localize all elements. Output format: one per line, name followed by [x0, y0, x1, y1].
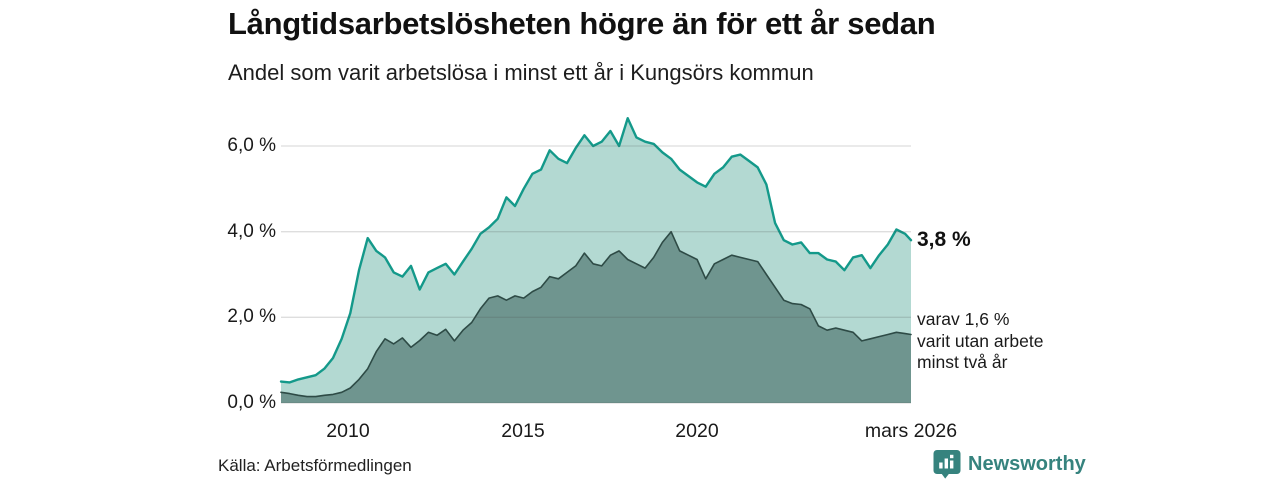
- chart-title: Långtidsarbetslösheten högre än för ett …: [228, 6, 936, 41]
- newsworthy-brand: Newsworthy: [933, 449, 1086, 480]
- annotation-line: varav 1,6 %: [917, 309, 1010, 329]
- series-end-value-label: 3,8 %: [917, 228, 971, 251]
- y-axis-tick-label: 4,0 %: [227, 221, 276, 242]
- x-axis-tick-label: mars 2026: [864, 420, 958, 442]
- x-axis-tick-label: 2010: [326, 420, 370, 442]
- chart-subtitle: Andel som varit arbetslösa i minst ett å…: [228, 60, 814, 85]
- x-axis-tick-label: 2020: [675, 420, 719, 442]
- y-axis-tick-label: 0,0 %: [227, 392, 276, 413]
- x-axis-tick-label: 2015: [501, 420, 545, 442]
- secondary-series-annotation: varav 1,6 % varit utan arbete minst två …: [917, 309, 1043, 374]
- newsworthy-wordmark: Newsworthy: [968, 453, 1086, 475]
- y-axis-tick-label: 6,0 %: [227, 135, 276, 156]
- source-attribution: Källa: Arbetsförmedlingen: [218, 456, 412, 475]
- annotation-line: varit utan arbete: [917, 330, 1044, 351]
- y-axis-tick-label: 2,0 %: [227, 306, 276, 327]
- newsworthy-logo-icon: [933, 450, 961, 479]
- annotation-line: minst två år: [917, 352, 1008, 372]
